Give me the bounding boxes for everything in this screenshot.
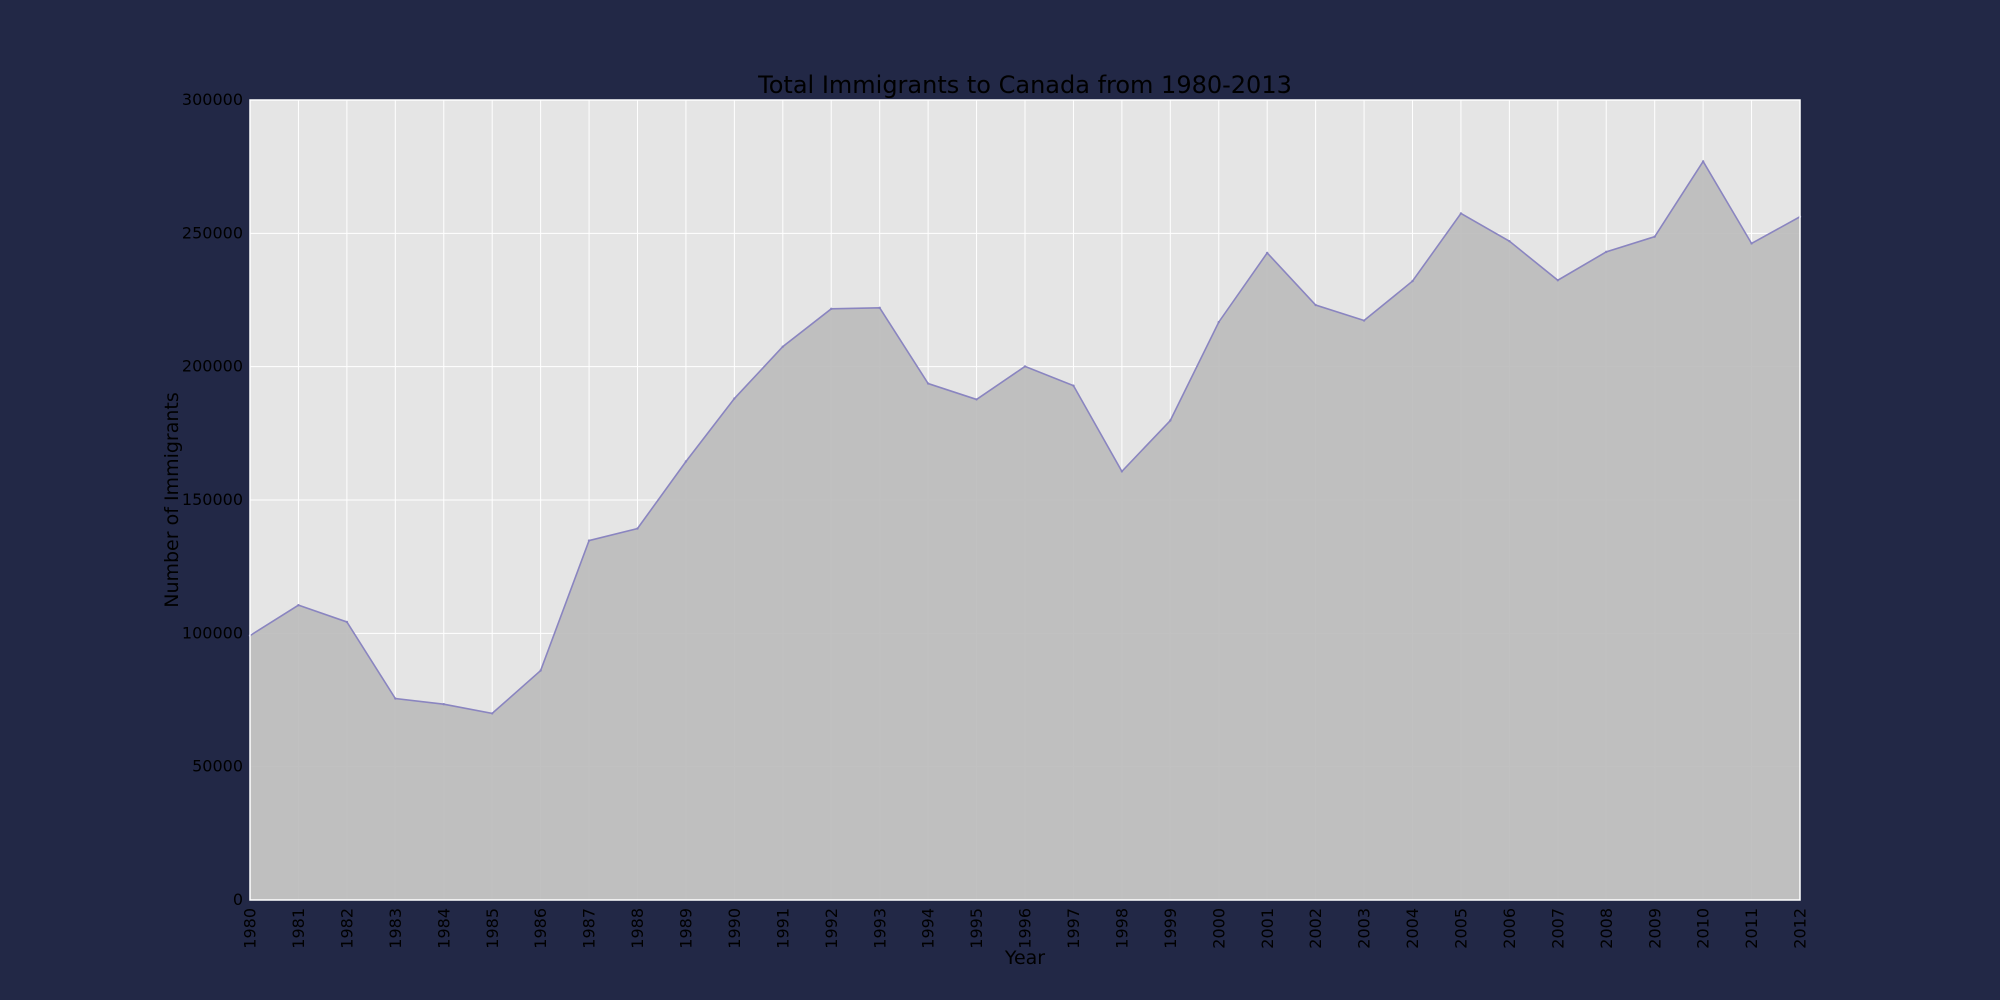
x-tick-label: 1993 (870, 908, 889, 949)
y-tick-label: 0 (233, 890, 243, 909)
data-point (1023, 365, 1027, 368)
x-tick-label: 1981 (289, 908, 308, 949)
x-tick-label: 2007 (1548, 908, 1567, 949)
data-point (1459, 212, 1463, 215)
data-point (1314, 303, 1317, 307)
x-tick-label: 1986 (531, 908, 550, 949)
x-tick-label: 1997 (1064, 908, 1083, 949)
x-tick-label: 1998 (1112, 908, 1131, 949)
data-point (1750, 242, 1753, 245)
x-axis-label: Year (1004, 947, 1045, 969)
data-point (1605, 250, 1608, 254)
data-point (394, 697, 397, 700)
x-tick-label: 1994 (919, 908, 938, 949)
x-tick-label: 2003 (1355, 908, 1374, 949)
x-tick-label: 2011 (1742, 908, 1761, 949)
data-point (297, 603, 300, 607)
x-tick-label: 2010 (1694, 908, 1713, 949)
data-point (1411, 279, 1414, 283)
data-point (1120, 470, 1124, 473)
x-tick-label: 1999 (1161, 908, 1180, 949)
x-tick-label: 2009 (1645, 908, 1664, 949)
x-tick-label: 1987 (580, 908, 599, 949)
data-point (1653, 235, 1656, 238)
axis-ticks: 0 50000 100000 150000 200000 250000 300000 1980… (182, 90, 1810, 949)
y-tick-label: 200000 (182, 357, 243, 376)
x-tick-label: 2006 (1500, 908, 1519, 949)
x-tick-label: 1995 (967, 908, 986, 949)
x-tick-label: 1985 (483, 908, 502, 949)
x-tick-label: 2012 (1791, 908, 1810, 949)
data-point (926, 382, 930, 385)
data-point (1217, 320, 1220, 324)
data-point (1169, 419, 1172, 422)
chart-title: Total Immigrants to Canada from 1980-201… (757, 71, 1292, 99)
x-tick-label: 1990 (725, 908, 744, 949)
y-axis-label: Number of Immigrants (161, 392, 183, 608)
x-tick-label: 1989 (677, 908, 696, 949)
y-tick-label: 100000 (182, 623, 243, 642)
x-tick-label: 1983 (386, 908, 405, 949)
x-tick-label: 1992 (822, 908, 841, 949)
data-point (733, 397, 736, 400)
x-tick-label: 1982 (337, 908, 356, 949)
data-point (636, 527, 639, 530)
data-point (442, 703, 445, 706)
area-series (250, 161, 1800, 900)
x-tick-label: 2001 (1258, 908, 1277, 949)
data-point (830, 307, 833, 311)
data-point (1072, 384, 1075, 387)
y-tick-label: 300000 (182, 90, 243, 109)
x-tick-label: 1988 (628, 908, 647, 949)
data-point (1701, 160, 1705, 163)
x-tick-label: 2008 (1597, 908, 1616, 949)
x-tick-label: 1996 (1016, 908, 1035, 949)
x-tick-label: 2005 (1452, 908, 1471, 949)
y-tick-label: 150000 (182, 490, 243, 509)
data-point (684, 460, 688, 463)
data-point (878, 306, 881, 310)
x-tick-label: 2000 (1209, 908, 1228, 949)
x-tick-label: 2004 (1403, 908, 1422, 949)
x-tick-label: 1984 (434, 908, 453, 949)
data-point (539, 669, 542, 672)
y-tick-label: 50000 (192, 757, 243, 776)
data-point (781, 345, 785, 348)
data-point (490, 712, 494, 715)
data-point (1508, 239, 1511, 243)
data-point (345, 620, 349, 624)
data-point (1362, 319, 1366, 322)
data-point (975, 398, 978, 401)
data-point (587, 539, 591, 542)
data-point (1265, 251, 1269, 255)
data-point (1556, 279, 1560, 282)
x-tick-label: 2002 (1306, 908, 1325, 949)
plot-frame (249, 99, 1801, 901)
y-tick-label: 250000 (182, 223, 243, 242)
x-tick-label: 1980 (241, 908, 260, 949)
x-tick-label: 1991 (773, 908, 792, 949)
